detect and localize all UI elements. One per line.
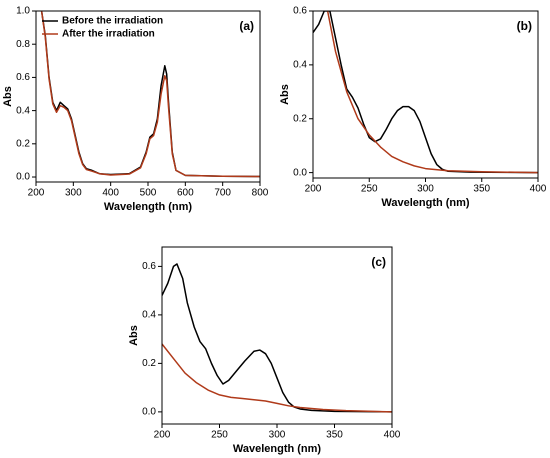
panel-title: (b) bbox=[517, 19, 532, 33]
y-tick-label: 0.4 bbox=[293, 60, 307, 71]
x-tick-label: 250 bbox=[361, 184, 378, 195]
y-tick-label: 0.8 bbox=[16, 39, 30, 50]
y-tick-label: 0.6 bbox=[293, 6, 307, 17]
y-tick-label: 0.4 bbox=[16, 105, 30, 116]
plot-frame bbox=[35, 10, 261, 183]
x-tick-label: 200 bbox=[305, 184, 322, 195]
x-tick-label: 400 bbox=[102, 188, 119, 199]
data-line bbox=[40, 11, 260, 178]
y-axis-label: Abs bbox=[279, 84, 291, 105]
x-tick-label: 250 bbox=[211, 430, 228, 441]
y-axis-label: Abs bbox=[128, 325, 140, 346]
x-axis-label: Wavelength (nm) bbox=[381, 197, 470, 209]
y-tick-label: 0.6 bbox=[16, 72, 30, 83]
y-tick-label: 0.2 bbox=[142, 358, 156, 369]
x-tick-label: 500 bbox=[140, 188, 157, 199]
x-tick-label: 800 bbox=[252, 188, 269, 199]
x-tick-label: 700 bbox=[214, 188, 231, 199]
panel: 200 300 400 500 600 700 800 0.0 0.2 0.4 0.6 0.8 1.0 W… bbox=[2, 6, 269, 213]
data-line bbox=[162, 263, 392, 413]
y-tick-label: 0.0 bbox=[16, 172, 30, 183]
y-tick-label: 0.4 bbox=[142, 310, 156, 321]
y-tick-label: 0.6 bbox=[142, 261, 156, 272]
x-axis-label: Wavelength (nm) bbox=[104, 201, 193, 213]
panel: 200 250 300 350 400 0.0 0.2 0.4 0.6 Wavelength (n… bbox=[128, 246, 401, 455]
y-tick-label: 0.0 bbox=[293, 167, 307, 178]
y-tick-label: 0.2 bbox=[293, 113, 307, 124]
x-axis-label: Wavelength (nm) bbox=[233, 443, 322, 455]
x-tick-label: 300 bbox=[417, 184, 434, 195]
x-tick-label: 300 bbox=[65, 188, 82, 199]
legend-label: After the irradiation bbox=[62, 29, 155, 40]
panel-title: (a) bbox=[239, 19, 254, 33]
x-tick-label: 600 bbox=[177, 188, 194, 199]
data-line bbox=[162, 343, 392, 413]
y-axis-label: Abs bbox=[2, 86, 14, 107]
legend-label: Before the irradiation bbox=[62, 16, 163, 27]
plot-frame bbox=[161, 246, 393, 425]
y-tick-label: 0.2 bbox=[16, 138, 30, 149]
x-tick-label: 200 bbox=[28, 188, 45, 199]
x-tick-label: 350 bbox=[473, 184, 490, 195]
x-tick-label: 400 bbox=[384, 430, 401, 441]
data-line bbox=[313, 11, 538, 174]
panel: 200 250 300 350 400 0.0 0.2 0.4 0.6 Wavelength (n… bbox=[279, 6, 547, 209]
x-tick-label: 300 bbox=[269, 430, 286, 441]
data-line bbox=[326, 11, 538, 174]
x-tick-label: 200 bbox=[154, 430, 171, 441]
y-tick-label: 1.0 bbox=[16, 6, 30, 17]
y-tick-label: 0.0 bbox=[142, 407, 156, 418]
x-tick-label: 400 bbox=[530, 184, 547, 195]
x-tick-label: 350 bbox=[326, 430, 343, 441]
plot-frame bbox=[312, 10, 539, 179]
panel-title: (c) bbox=[371, 255, 386, 269]
